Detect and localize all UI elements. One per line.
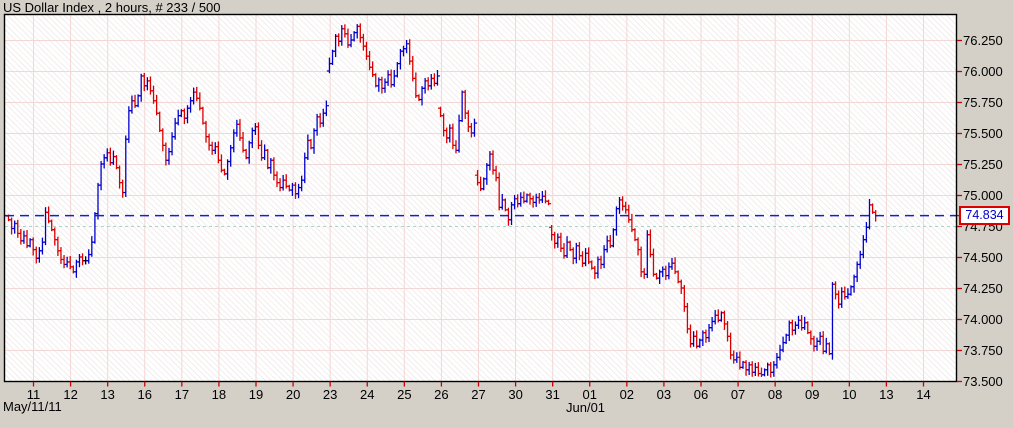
- x-tick-label: 27: [471, 387, 486, 402]
- y-tick-label: 75.000: [963, 188, 1003, 203]
- y-tick-label: 74.250: [963, 281, 1003, 296]
- x-tick-label: 06: [693, 387, 709, 402]
- x-tick-label: 23: [322, 387, 338, 402]
- x-tick-label: 19: [248, 387, 264, 402]
- x-tick-label: 18: [211, 387, 227, 402]
- last-price-box: 74.834: [959, 206, 1010, 225]
- x-tick-label: 24: [360, 387, 375, 402]
- x-tick-label: 17: [174, 387, 190, 402]
- y-tick-label: 73.500: [963, 374, 1003, 389]
- x-tick-label: 31: [545, 387, 560, 402]
- x-tick-label: 01: [582, 387, 597, 402]
- x-tick-label: 13: [100, 387, 115, 402]
- x-tick-label: 08: [767, 387, 783, 402]
- y-tick-label: 76.000: [963, 64, 1003, 79]
- y-tick-label: 74.000: [963, 312, 1003, 327]
- month-label: Jun/01: [566, 400, 606, 415]
- chart-title: US Dollar Index , 2 hours, # 233 / 500: [3, 0, 221, 15]
- y-tick-label: 76.250: [963, 33, 1003, 48]
- start-date-label: May/11/11: [3, 399, 62, 414]
- y-tick-label: 74.500: [963, 250, 1003, 265]
- last-price-label: 74.834: [965, 208, 1004, 222]
- x-tick-label: 26: [434, 387, 449, 402]
- y-tick-label: 75.250: [963, 157, 1003, 172]
- x-tick-label: 20: [285, 387, 301, 402]
- x-tick-label: 25: [397, 387, 412, 402]
- y-tick-label: 73.750: [963, 343, 1003, 358]
- x-tick-label: 07: [730, 387, 746, 402]
- x-tick-label: 30: [508, 387, 523, 402]
- x-tick-label: 12: [63, 387, 78, 402]
- x-tick-label: 09: [805, 387, 820, 402]
- x-tick-label: 14: [916, 387, 931, 402]
- x-tick-label: 02: [619, 387, 635, 402]
- y-tick-label: 75.750: [963, 95, 1003, 110]
- x-tick-label: 10: [842, 387, 857, 402]
- y-tick-label: 75.500: [963, 126, 1003, 141]
- x-tick-label: 16: [137, 387, 152, 402]
- x-tick-label: 03: [656, 387, 672, 402]
- x-tick-label: 13: [879, 387, 894, 402]
- x-tick-label: 11: [26, 387, 41, 402]
